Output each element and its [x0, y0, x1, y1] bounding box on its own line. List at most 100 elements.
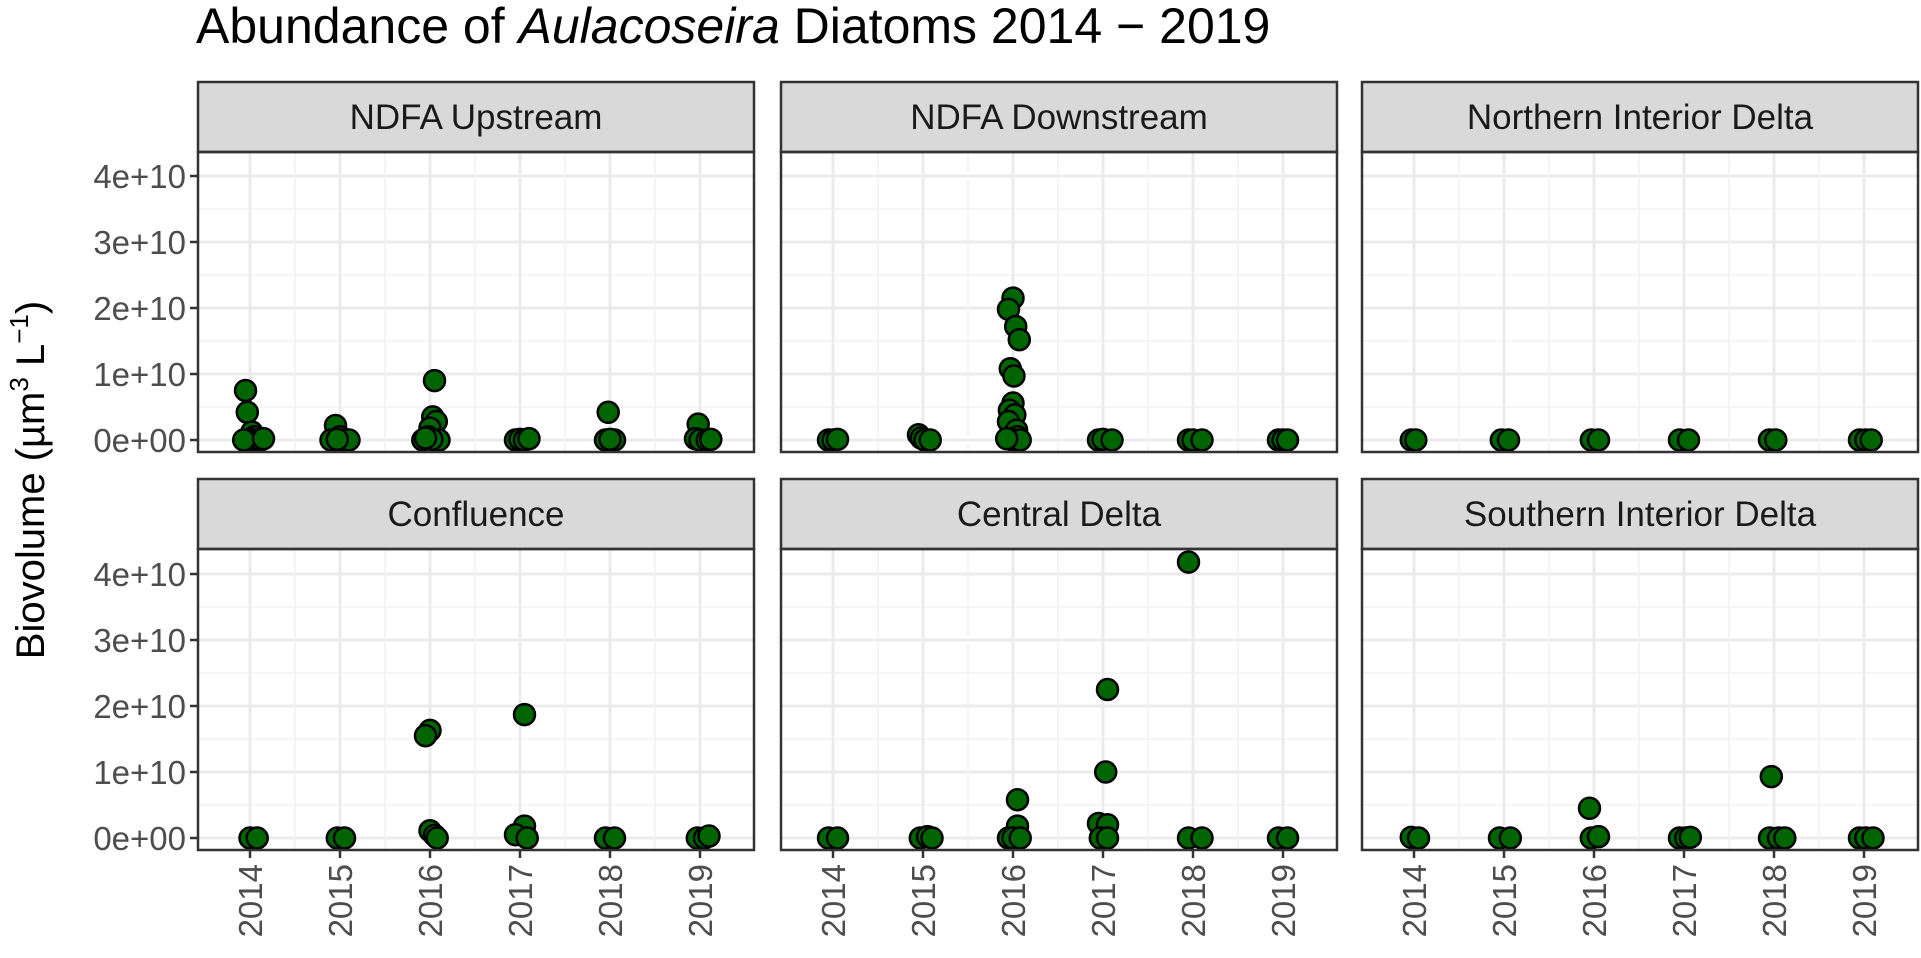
data-point	[1176, 550, 1201, 574]
data-point	[920, 826, 944, 850]
data-point	[1275, 428, 1300, 452]
panel-border	[1360, 150, 1920, 454]
data-point	[422, 368, 447, 393]
y-tick-label: 4e+10	[93, 556, 186, 593]
x-tick-label: 2018	[1756, 864, 1793, 937]
x-tick-label: 2014	[232, 864, 269, 937]
facet-strip	[779, 80, 1339, 154]
panel-background	[781, 549, 1337, 850]
data-point	[699, 427, 723, 452]
y-tick-label: 3e+10	[93, 224, 186, 261]
facet-ndfa-upstream: NDFA Upstream 0e+00 1e+10 2e+10 3e+10 4e+10	[93, 80, 756, 459]
data-point	[1406, 826, 1431, 850]
x-tick-label: 2014	[1396, 864, 1433, 937]
y-tick-label: 3e+10	[93, 622, 186, 659]
data-point	[1002, 364, 1026, 388]
data-point	[1190, 826, 1214, 850]
y-tick-label: 2e+10	[93, 290, 186, 327]
data-point	[918, 428, 942, 452]
data-point	[245, 826, 269, 850]
y-axis-label-unit: µm	[9, 392, 53, 448]
data-point	[1496, 428, 1521, 452]
x-tick-label: 2019	[1846, 864, 1883, 937]
data-points	[1399, 428, 1883, 452]
facet-ndfa-downstream: NDFA Downstream	[779, 80, 1339, 454]
data-point	[517, 426, 541, 451]
facet-panels: NDFA Upstream0e+001e+102e+103e+104e+10ND…	[93, 80, 1920, 937]
data-point	[596, 400, 620, 425]
facet-strip-label: NDFA Downstream	[910, 98, 1208, 137]
data-points	[816, 550, 1300, 850]
data-points	[1399, 764, 1885, 850]
y-tick-label: 0e+00	[93, 820, 186, 857]
facet-central-delta: Central Delta 2014 2015 2016 2017 2018 2019	[779, 477, 1339, 937]
data-point	[1095, 677, 1120, 702]
x-tick-label: 2016	[412, 864, 449, 937]
y-tick-label: 0e+00	[93, 422, 186, 459]
y-axis-label-open-paren: (	[9, 447, 53, 472]
panel-background	[1362, 152, 1918, 452]
data-point	[1007, 327, 1032, 352]
x-tick-label: 2014	[815, 864, 852, 937]
data-points	[231, 368, 723, 452]
facet-strip-label: Central Delta	[957, 495, 1162, 534]
data-point	[1586, 428, 1611, 452]
data-point	[233, 378, 258, 403]
x-tick-label: 2019	[1265, 864, 1302, 937]
data-point	[1275, 826, 1300, 850]
panel-border	[196, 150, 756, 454]
data-point	[1577, 796, 1602, 821]
chart-title-suffix: Diatoms 2014 − 2019	[780, 0, 1271, 54]
data-point	[231, 428, 256, 452]
panel-border	[779, 547, 1339, 852]
panel-border	[779, 150, 1339, 454]
data-point	[251, 426, 276, 451]
data-point	[413, 723, 438, 748]
data-point	[235, 400, 260, 425]
panel-border	[1360, 547, 1920, 852]
data-point	[512, 702, 537, 727]
y-tick-label: 4e+10	[93, 158, 186, 195]
data-point	[1676, 428, 1701, 452]
x-tick-label: 2017	[502, 864, 539, 937]
x-tick-label: 2019	[682, 864, 719, 937]
facet-strip	[779, 477, 1339, 551]
y-tick-label: 1e+10	[93, 356, 186, 393]
data-points	[816, 286, 1300, 452]
data-point	[994, 426, 1019, 451]
chart-title-italic: Aulacoseira	[516, 0, 780, 54]
data-point	[602, 826, 627, 850]
y-axis-label-unit-mid: L	[9, 344, 53, 377]
svg-text:Biovolume (µm3 L−1): Biovolume (µm3 L−1)	[4, 301, 53, 659]
facet-strip	[1360, 80, 1920, 154]
data-point	[1759, 764, 1784, 789]
x-tick-label: 2018	[592, 864, 629, 937]
y-tick-label: 1e+10	[93, 754, 186, 791]
data-point	[325, 427, 350, 452]
facet-strip-label: NDFA Upstream	[350, 98, 603, 137]
facet-confluence: Confluence 0e+00 1e+10 2e+10 3e+10 4e+10 2014 2…	[93, 477, 756, 937]
data-point	[332, 826, 357, 850]
data-point	[1861, 826, 1885, 850]
data-point	[1859, 428, 1883, 452]
x-tick-label: 2017	[1085, 864, 1122, 937]
data-point	[598, 427, 622, 452]
panel-background	[781, 152, 1337, 452]
data-point	[515, 826, 539, 850]
panel-background	[198, 152, 754, 452]
y-axis-label-main: Biovolume	[9, 472, 53, 659]
data-point	[1678, 825, 1703, 850]
x-tick-label: 2017	[1666, 864, 1703, 937]
data-point	[425, 826, 449, 850]
data-point	[825, 826, 850, 850]
data-point	[413, 426, 438, 450]
facet-strip-label: Northern Interior Delta	[1467, 98, 1814, 137]
x-tick-label: 2018	[1175, 864, 1212, 937]
data-point	[1498, 826, 1523, 850]
y-tick-label: 2e+10	[93, 688, 186, 725]
data-point	[1005, 787, 1030, 812]
facet-northern-interior-delta: Northern Interior Delta	[1360, 80, 1920, 454]
data-point	[1100, 428, 1124, 452]
data-point	[697, 824, 721, 848]
